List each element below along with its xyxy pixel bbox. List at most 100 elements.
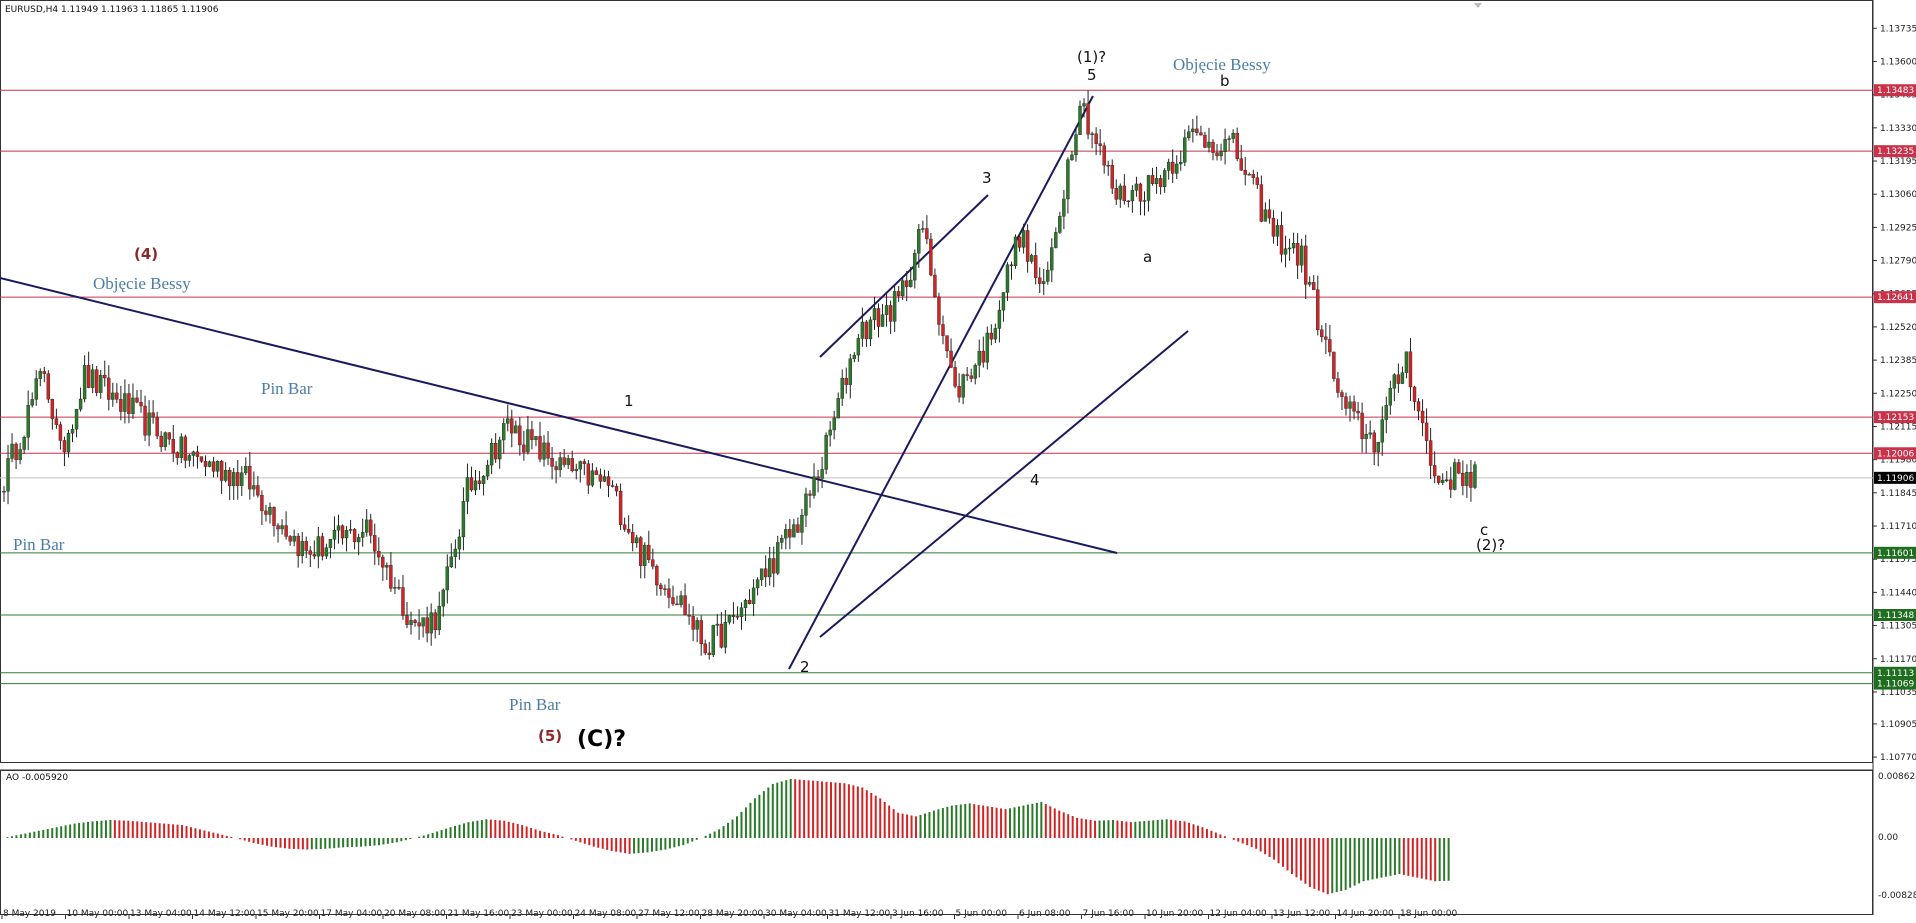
candle-bear <box>417 622 421 627</box>
price-tick-label: 1.13600 <box>1880 57 1916 67</box>
level-price-value: 1.12641 <box>1877 293 1914 303</box>
wave-annotation: 5 <box>1087 66 1097 84</box>
candle-bull <box>179 436 184 458</box>
candle-bull <box>739 607 744 618</box>
chart-shift-marker <box>1474 3 1482 8</box>
candle-bull <box>985 332 990 363</box>
candle-bear <box>135 397 139 403</box>
candle-bull <box>324 547 329 557</box>
candle-bull <box>1380 419 1384 443</box>
candle-bull <box>497 439 502 460</box>
candle-bull <box>445 566 449 591</box>
candle-bull <box>743 599 748 608</box>
candle-bear <box>107 377 111 400</box>
candle-bear <box>816 476 820 479</box>
price-tick-label: 1.11845 <box>1880 489 1916 499</box>
candle-bull <box>360 532 365 538</box>
wave-annotation: Pin Bar <box>261 379 313 398</box>
candle-bear <box>1106 164 1110 167</box>
candle-bull <box>759 568 764 580</box>
level-price-box <box>1874 291 1916 304</box>
candle-bear <box>1009 264 1014 267</box>
price-tick-label: 1.10770 <box>1880 753 1916 763</box>
candle-bear <box>42 371 46 374</box>
candle-bear <box>1420 410 1425 424</box>
candle-bear <box>1352 401 1356 412</box>
candle-bull <box>429 612 433 634</box>
time-tick-label: 14 Jun 20:00 <box>1337 909 1394 919</box>
wave-annotation: Objęcie Bessy <box>93 274 191 293</box>
candle-bear <box>1295 243 1300 266</box>
candle-bear <box>1126 200 1131 203</box>
candle-bear <box>1461 472 1465 486</box>
candle-bull <box>356 537 361 543</box>
candle-bull <box>348 529 353 531</box>
ao-label: AO -0.005920 <box>6 773 68 783</box>
candle-bear <box>630 532 635 544</box>
candle-bear <box>256 485 260 496</box>
candle-bear <box>1469 472 1473 488</box>
price-tick-label: 1.11710 <box>1880 522 1916 532</box>
candle-bull <box>784 529 788 539</box>
candle-bull <box>344 530 349 539</box>
candle-bear <box>1239 158 1243 171</box>
candle-bear <box>570 458 574 471</box>
candle-bull <box>1050 247 1054 271</box>
time-tick-label: 17 May 04:00 <box>321 909 383 919</box>
candle-bull <box>1118 185 1123 200</box>
time-tick-label: 24 May 08:00 <box>575 909 637 919</box>
candle-bear <box>199 456 204 462</box>
time-tick-label: 6 Jun 08:00 <box>1019 909 1071 919</box>
candle-bear <box>58 424 63 441</box>
candle-bull <box>453 548 458 557</box>
candle-bull <box>780 537 784 543</box>
candle-bull <box>1187 131 1191 138</box>
candle-bear <box>546 442 550 459</box>
candle-bear <box>1416 401 1421 412</box>
candle-bull <box>1384 404 1388 420</box>
time-tick-label: 21 May 16:00 <box>448 909 510 919</box>
candle-bear <box>989 332 994 340</box>
level-price-labels: 1.134831.132351.126411.121531.120061.119… <box>1874 84 1916 690</box>
candle-bull <box>635 537 639 544</box>
candle-bull <box>22 437 26 450</box>
time-tick-label: 14 May 12:00 <box>194 909 256 919</box>
candle-bear <box>965 374 969 376</box>
candle-bear <box>340 525 345 539</box>
candle-bear <box>953 367 957 387</box>
candle-bear <box>687 614 691 617</box>
candle-bear <box>639 537 643 566</box>
level-price-box <box>1874 546 1916 559</box>
candle-bull <box>695 620 699 630</box>
candle-bull <box>449 556 454 567</box>
candle-bear <box>659 584 663 589</box>
candle-bear <box>195 451 200 457</box>
candle-bear <box>1428 440 1433 466</box>
candle-bear <box>1436 475 1441 483</box>
candle-bear <box>1251 174 1256 178</box>
candle-bull <box>820 469 824 479</box>
ao-tick-top: 0.008624 <box>1878 772 1916 782</box>
candle-bull <box>1473 464 1477 488</box>
level-price-value: 1.13235 <box>1877 147 1914 157</box>
candle-bear <box>610 485 615 487</box>
candle-bear <box>1449 479 1453 490</box>
wave-annotation: Pin Bar <box>509 695 561 714</box>
candle-bear <box>933 274 937 298</box>
candle-bull <box>70 428 75 434</box>
candle-bull <box>1368 432 1372 435</box>
ao-tick-bottom: -0.008282 <box>1878 891 1916 901</box>
candle-bull <box>993 328 998 340</box>
candle-bull <box>1392 374 1397 389</box>
horizontal-levels <box>0 89 1873 685</box>
candle-bear <box>606 476 611 486</box>
candle-bull <box>755 579 760 589</box>
candle-bear <box>707 652 711 655</box>
time-tick-label: 27 May 12:00 <box>638 909 700 919</box>
price-tick-label: 1.13735 <box>1880 24 1916 34</box>
candle-bull <box>840 377 844 399</box>
candle-bull <box>506 418 510 424</box>
candle-bull <box>1179 162 1183 165</box>
candle-bull <box>123 393 127 412</box>
level-price-value: 1.12153 <box>1877 413 1914 423</box>
